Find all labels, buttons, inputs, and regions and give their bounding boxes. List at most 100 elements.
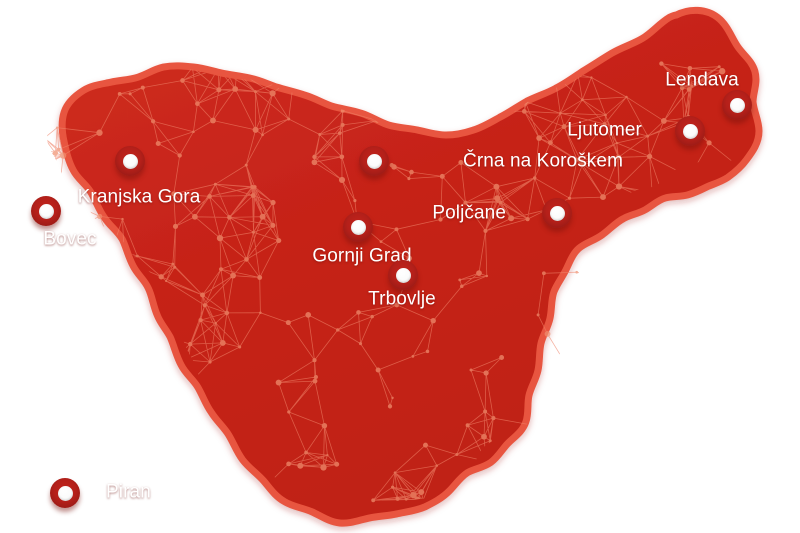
network-node xyxy=(200,412,205,417)
network-node xyxy=(438,217,443,222)
network-node xyxy=(339,154,345,160)
network-node xyxy=(121,217,124,221)
network-node xyxy=(404,497,408,501)
network-node xyxy=(703,275,710,282)
network-node xyxy=(548,491,555,498)
network-node xyxy=(549,395,555,400)
network-node xyxy=(580,161,586,167)
network-node xyxy=(219,339,226,346)
network-node xyxy=(96,129,103,136)
network-node xyxy=(61,329,67,335)
city-label: Trbovlje xyxy=(368,288,436,310)
map-pin-icon[interactable] xyxy=(388,260,418,290)
network-node xyxy=(184,497,189,502)
network-node xyxy=(625,95,628,99)
network-node xyxy=(602,122,607,126)
network-node xyxy=(395,496,400,501)
network-node xyxy=(125,357,132,364)
map-pin-icon[interactable] xyxy=(675,116,705,146)
network-node xyxy=(210,117,216,124)
network-node xyxy=(627,372,634,379)
network-node xyxy=(232,86,239,92)
network-node xyxy=(340,122,345,127)
city-label: Lendava xyxy=(665,69,739,91)
network-node xyxy=(244,257,249,262)
network-node xyxy=(687,66,693,71)
network-node xyxy=(55,126,59,129)
network-node xyxy=(285,320,291,326)
network-node xyxy=(122,259,127,263)
network-node xyxy=(700,250,705,256)
map-pin-icon[interactable] xyxy=(343,212,373,242)
network-node xyxy=(224,310,230,316)
network-node xyxy=(171,262,175,266)
network-node xyxy=(483,370,489,376)
network-node xyxy=(488,439,492,443)
network-node xyxy=(213,506,219,512)
network-node xyxy=(483,228,488,233)
network-node xyxy=(83,275,88,280)
network-node xyxy=(214,321,217,325)
network-node xyxy=(216,87,222,93)
network-node xyxy=(483,409,488,414)
network-node xyxy=(90,502,95,507)
network-node xyxy=(588,478,595,485)
network-node xyxy=(128,92,132,96)
network-node xyxy=(192,213,198,220)
map-pin-icon[interactable] xyxy=(359,146,389,176)
network-node xyxy=(149,330,153,334)
network-node xyxy=(552,486,558,492)
network-node xyxy=(133,329,138,334)
network-node xyxy=(439,173,445,179)
network-node xyxy=(318,133,322,136)
network-node xyxy=(532,176,537,180)
network-node xyxy=(59,152,67,159)
network-node xyxy=(693,209,698,214)
map-pin-icon[interactable] xyxy=(31,196,61,226)
network-node xyxy=(535,450,540,455)
map-pin-icon[interactable] xyxy=(722,90,752,120)
network-node xyxy=(259,311,262,314)
network-node xyxy=(544,330,551,337)
network-node xyxy=(729,391,735,397)
map-pin-icon[interactable] xyxy=(50,478,80,508)
city-label: Črna na Koroškem xyxy=(463,150,624,172)
network-node xyxy=(559,111,562,115)
network-node xyxy=(219,58,225,64)
network-node xyxy=(700,313,706,319)
network-node xyxy=(615,141,618,145)
network-node xyxy=(68,58,74,64)
network-node xyxy=(136,380,140,383)
network-node xyxy=(536,313,540,317)
network-node xyxy=(695,353,702,360)
network-node xyxy=(476,270,482,276)
network-node xyxy=(598,480,603,485)
network-node xyxy=(208,360,212,364)
network-node xyxy=(440,86,447,93)
network-node xyxy=(275,379,282,386)
network-node xyxy=(387,404,393,409)
network-node xyxy=(47,267,51,275)
network-node xyxy=(213,182,217,186)
network-node xyxy=(230,272,237,279)
city-label: Kranjska Gora xyxy=(77,186,201,208)
network-node xyxy=(646,134,650,138)
network-node xyxy=(435,464,439,467)
network-node xyxy=(740,366,746,371)
network-node xyxy=(312,358,317,363)
network-node xyxy=(75,407,82,413)
network-node xyxy=(36,461,39,464)
network-node xyxy=(633,385,636,389)
map-pin-icon[interactable] xyxy=(115,146,145,176)
network-node xyxy=(117,91,122,96)
network-node xyxy=(646,153,653,160)
network-node xyxy=(140,391,147,399)
network-node xyxy=(600,194,606,201)
network-node xyxy=(536,135,542,141)
network-node xyxy=(135,254,139,258)
network-node xyxy=(132,336,136,340)
city-label: Ljutomer xyxy=(567,119,642,141)
network-node xyxy=(425,349,430,354)
map-pin-icon[interactable] xyxy=(542,198,572,228)
network-node xyxy=(43,136,47,140)
